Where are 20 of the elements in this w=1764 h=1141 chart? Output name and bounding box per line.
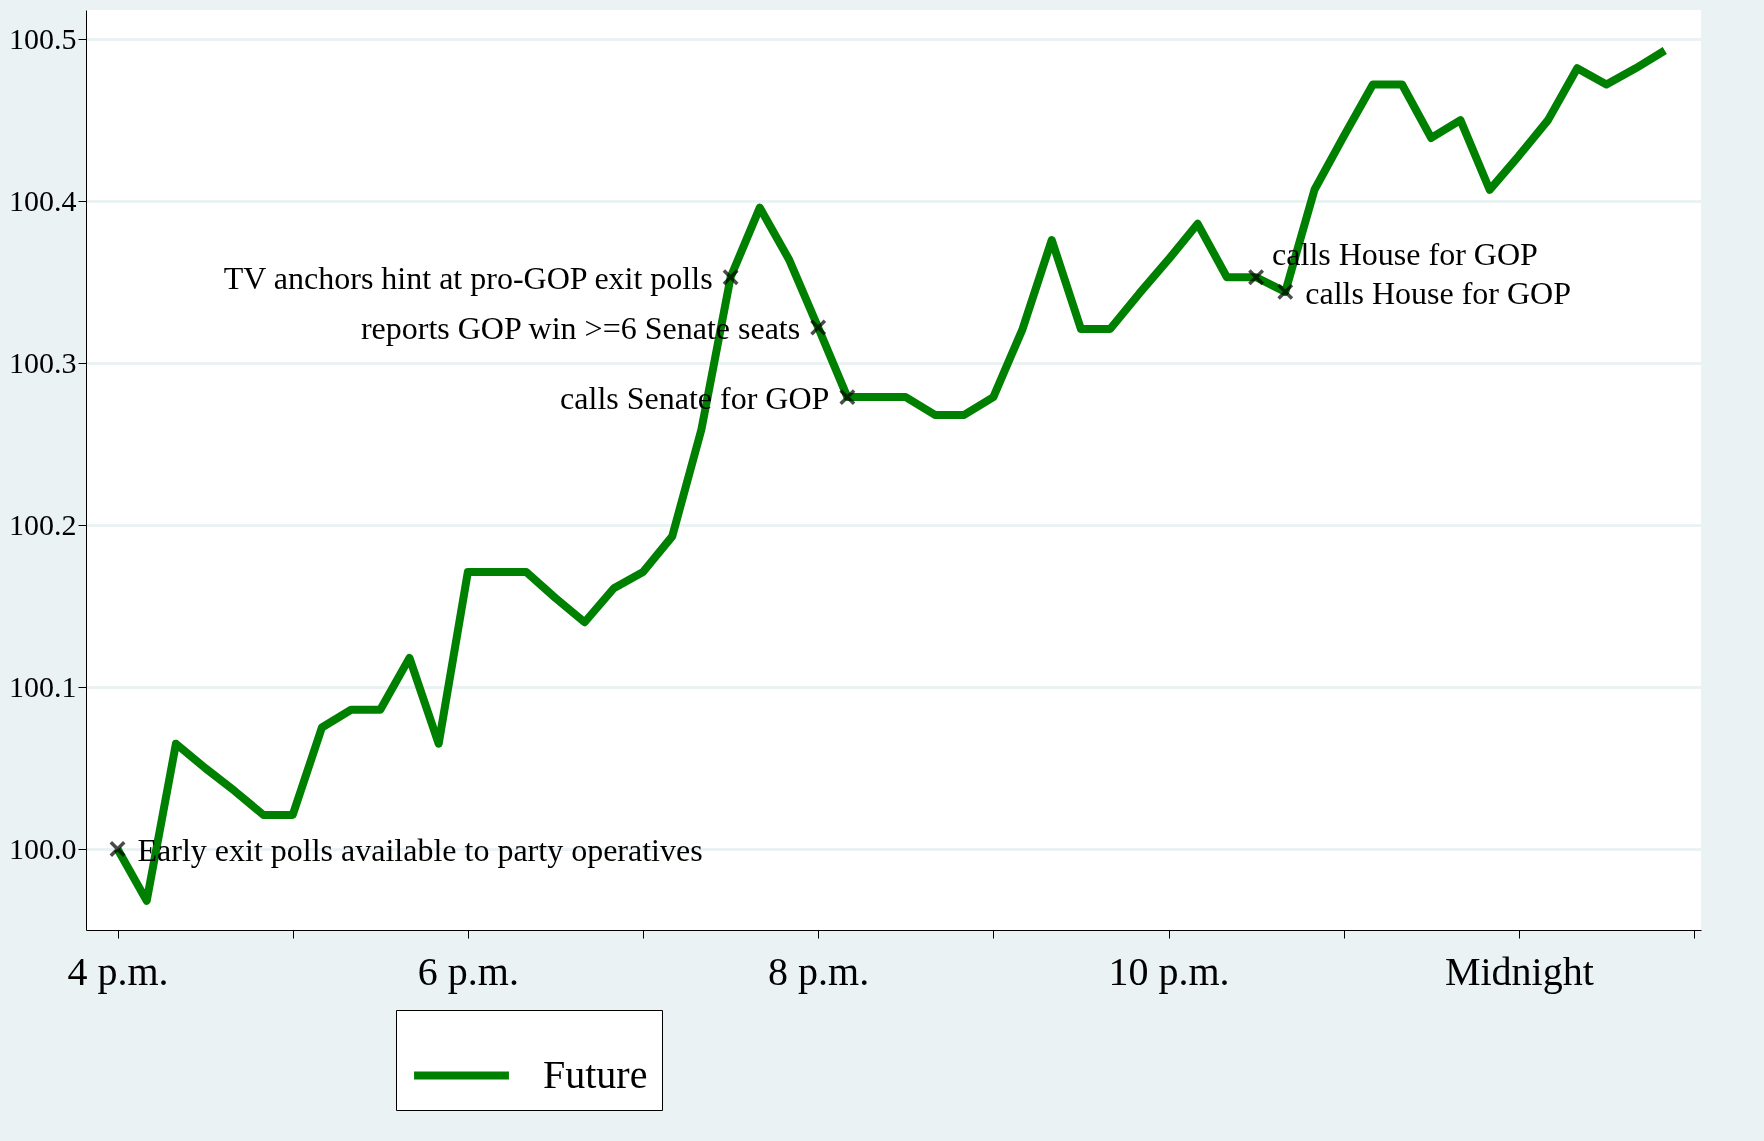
point [1276, 283, 1294, 301]
point [722, 268, 740, 286]
y-tick-label: 100.5 [9, 21, 77, 55]
y-tick-label: 100.4 [9, 183, 77, 217]
x-tick-label: Midnight [1444, 948, 1594, 994]
point [109, 840, 126, 858]
y-tick-label: 100.3 [9, 345, 77, 379]
y-tick-label: 100.2 [9, 507, 77, 541]
annotation: calls House for GOP [1305, 274, 1572, 311]
x-tick-label: 8 p.m. [768, 948, 870, 994]
y-tick-label: 100.1 [9, 669, 77, 703]
annotation: TV anchors hint at pro-GOP exit polls [223, 260, 713, 297]
y-tick-label: 100.0 [9, 831, 77, 865]
point [809, 319, 827, 336]
point [1247, 268, 1265, 286]
x-tick-label: 4 p.m. [67, 948, 169, 994]
point [838, 388, 856, 406]
x-tick-label: 10 p.m. [1108, 948, 1230, 994]
x-tick-label: 6 p.m. [417, 948, 519, 994]
legend-label: Future [543, 1051, 648, 1097]
